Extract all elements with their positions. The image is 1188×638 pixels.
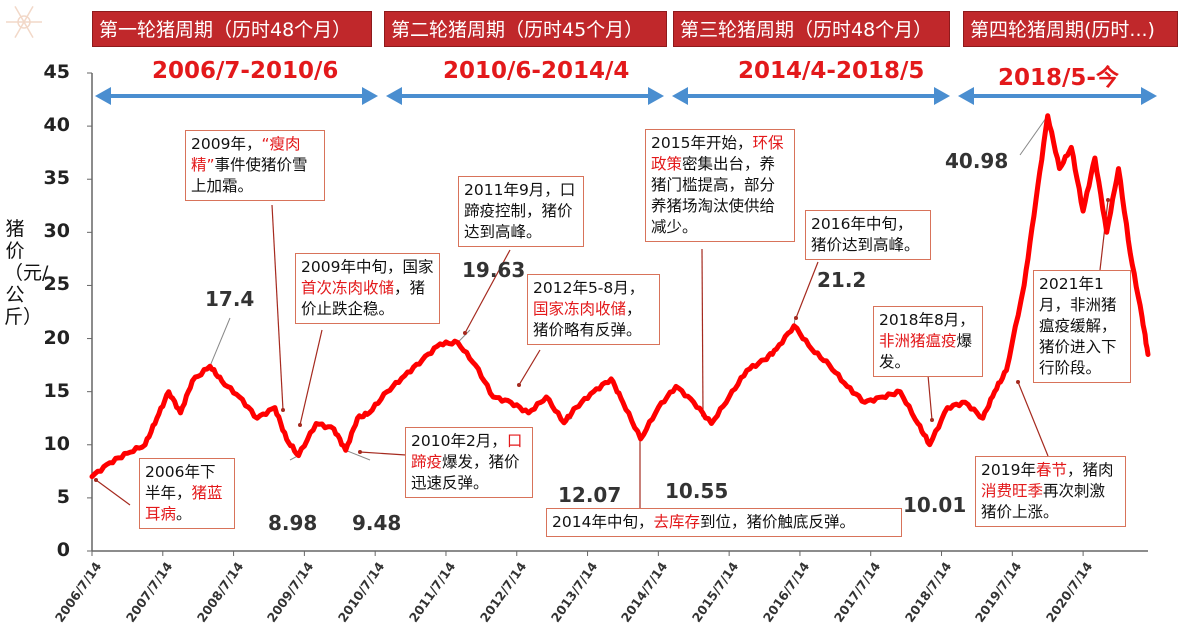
annotation-leader-dot xyxy=(94,478,98,482)
data-label: 12.07 xyxy=(558,483,622,507)
cycle-1-arrow xyxy=(95,87,378,105)
cycle-4-range: 2018/5-今 xyxy=(998,65,1119,91)
annotation-leader xyxy=(927,374,933,421)
cycle-1-range: 2006/7-2010/6 xyxy=(152,58,339,84)
cycle-1-header: 第一轮猪周期（历时48个月） xyxy=(92,11,372,47)
data-label-leader xyxy=(457,329,471,343)
annotation-2009: 2009年，“瘦肉精”事件使猪价雪上加霜。 xyxy=(185,130,325,201)
annotation-2021: 2021年1月，非洲猪瘟疫缓解，猪价进入下行阶段。 xyxy=(1033,270,1131,383)
data-label: 40.98 xyxy=(945,149,1009,173)
y-tick-label: 40 xyxy=(43,114,70,137)
annotation-2014: 2014年中旬，去库存到位，猪价触底反弹。 xyxy=(546,508,902,537)
y-tick-label: 35 xyxy=(43,167,70,190)
series-line-pig-price xyxy=(89,113,1151,480)
data-label-leader xyxy=(345,449,371,461)
cycle-3-header: 第三轮猪周期（历时48个月） xyxy=(673,11,950,47)
data-label: 8.98 xyxy=(268,511,318,535)
y-tick-label: 30 xyxy=(43,220,70,243)
y-tick-label: 20 xyxy=(43,326,70,349)
y-tick-label: 25 xyxy=(43,273,70,296)
annotation-leader-dot xyxy=(517,383,521,387)
data-label-leader xyxy=(209,317,231,367)
annotation-leader-dot xyxy=(463,331,467,335)
annotation-2006: 2006年下半年，猪蓝耳病。 xyxy=(139,458,235,529)
annotation-leader xyxy=(95,479,131,506)
annotation-leader-dot xyxy=(794,316,798,320)
annotation-leader-dot xyxy=(281,408,285,412)
cycle-2-arrow xyxy=(386,87,664,105)
annotation-2018: 2018年8月，非洲猪瘟疫爆发。 xyxy=(873,306,983,377)
data-label: 9.48 xyxy=(352,511,402,535)
data-label: 19.63 xyxy=(462,258,526,282)
annotation-leader xyxy=(795,261,819,319)
cycle-2-header: 第二轮猪周期（历时45个月） xyxy=(384,11,667,47)
annotation-leader xyxy=(464,249,511,334)
data-label: 21.2 xyxy=(817,268,867,292)
cycle-3-range: 2014/4-2018/5 xyxy=(738,58,925,84)
annotation-2019: 2019年春节，猪肉消费旺季再次刺激猪价上涨。 xyxy=(975,456,1126,527)
y-tick-label: 15 xyxy=(43,379,70,402)
annotation-2015: 2015年开始，环保政策密集出台，养猪门槛提高，部分养猪场淘汰使供给减少。 xyxy=(645,129,795,242)
cycle-4-arrow xyxy=(958,87,1157,105)
annotation-leader xyxy=(1099,199,1109,271)
y-tick-label: 10 xyxy=(43,432,70,455)
cycle-2-range: 2010/6-2014/4 xyxy=(443,58,630,84)
y-tick-label: 0 xyxy=(56,539,70,561)
annotation-leader-dot xyxy=(1016,380,1020,384)
annotation-leader-dot xyxy=(298,423,302,427)
annotation-2016: 2016年中旬，猪价达到高峰。 xyxy=(805,210,931,260)
annotation-2011: 2011年9月，口蹄疫控制，猪价达到高峰。 xyxy=(458,176,584,247)
y-axis-title: 猪价（元/公斤） xyxy=(4,218,49,328)
annotation-2009-mid: 2009年中旬，国家首次冻肉收储，猪价止跌企稳。 xyxy=(295,253,440,324)
annotation-leader xyxy=(1017,381,1049,457)
annotation-leader-dot xyxy=(358,450,362,454)
annotation-2010: 2010年2月，口蹄疫爆发，猪价迅速反弹。 xyxy=(405,427,533,498)
annotation-leader-dot xyxy=(1106,198,1110,202)
data-label: 10.55 xyxy=(665,479,729,503)
annotation-leader xyxy=(359,451,407,456)
cycle-4-header: 第四轮猪周期(历时...) xyxy=(963,11,1178,47)
annotation-leader xyxy=(518,349,541,386)
y-tick-label: 5 xyxy=(56,485,70,508)
y-tick-label: 45 xyxy=(43,61,70,83)
corner-decoration xyxy=(6,6,42,38)
annotation-2012: 2012年5-8月，国家冻肉收储，猪价略有反弹。 xyxy=(527,274,660,345)
data-label-leader xyxy=(1019,115,1049,156)
annotation-leader-dot xyxy=(930,418,934,422)
annotation-leader xyxy=(299,329,323,426)
annotation-leader xyxy=(701,248,704,416)
data-label: 10.01 xyxy=(903,493,967,517)
data-label: 17.4 xyxy=(205,287,255,311)
cycle-3-arrow xyxy=(672,87,950,105)
annotation-leader xyxy=(271,204,284,411)
